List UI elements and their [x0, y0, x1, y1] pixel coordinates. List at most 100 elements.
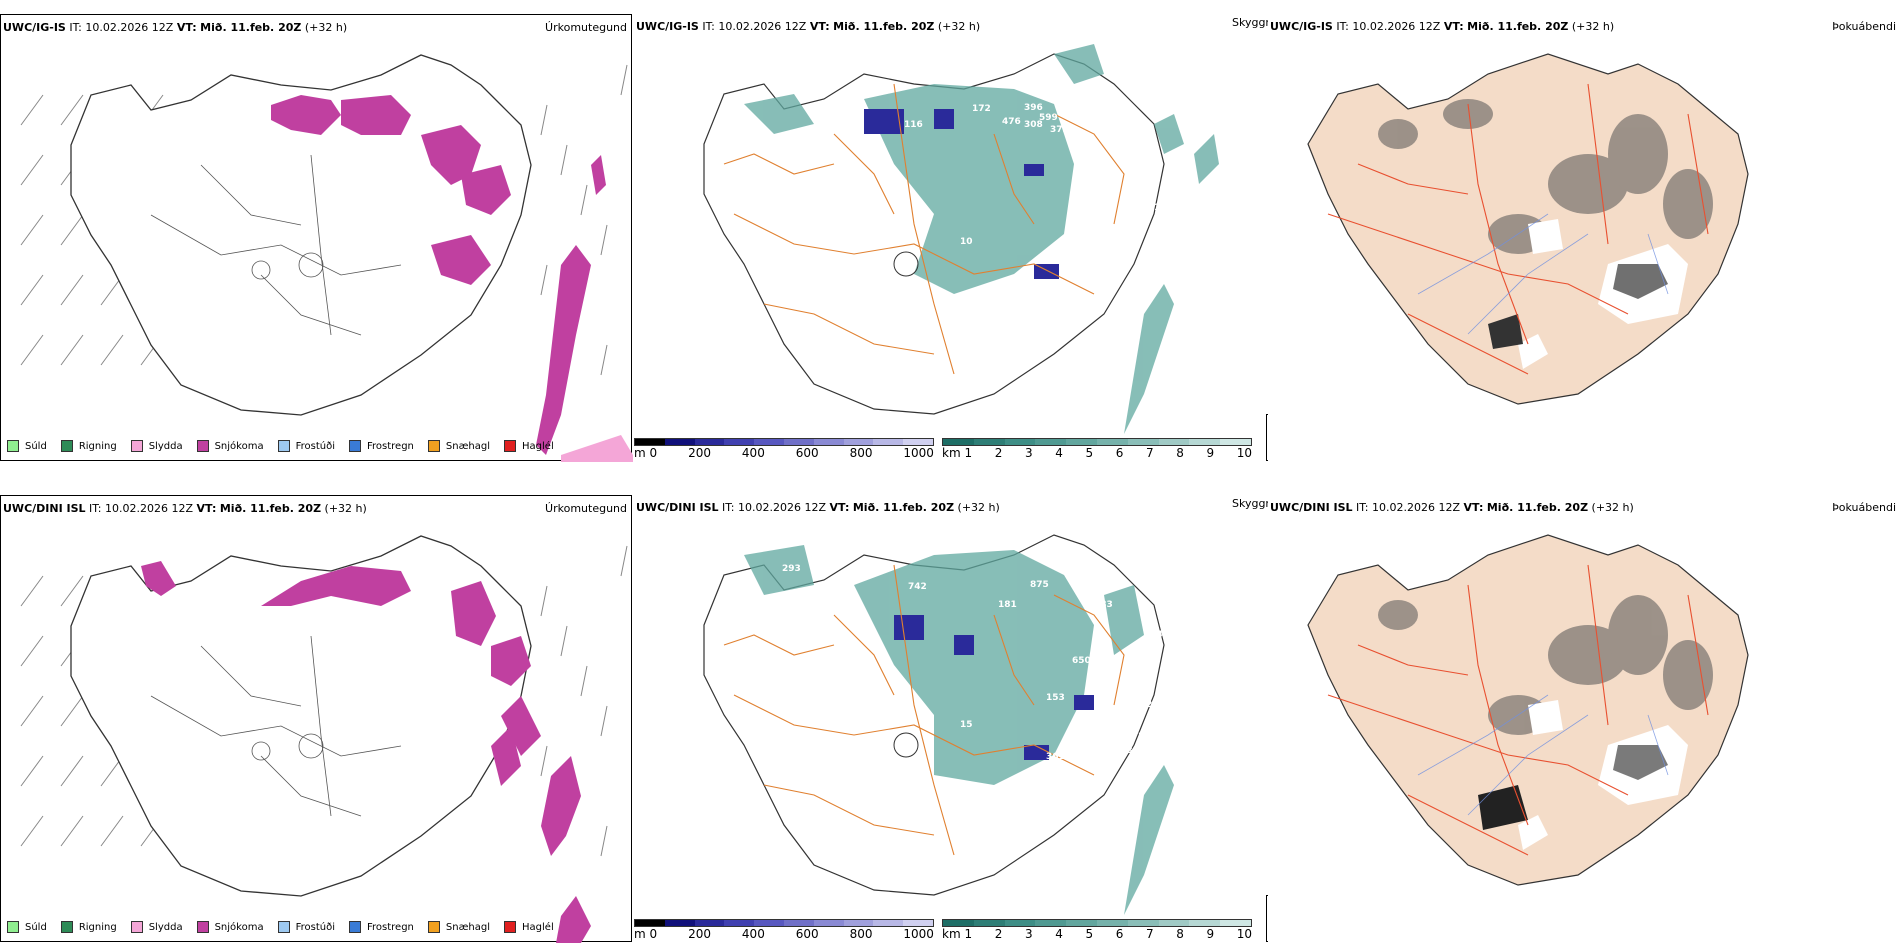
- fog-map-bottom: [1307, 534, 1749, 886]
- legend-swatch: [7, 921, 19, 933]
- svg-text:419: 419: [1062, 262, 1081, 272]
- panel-type-label: Þokuábendi: [1832, 20, 1896, 33]
- panel-title: UWC/DINI ISL IT: 10.02.2026 12Z VT: Mið.…: [3, 502, 367, 515]
- legend-swatch: [60, 440, 73, 452]
- legend-item-hagel: Haglél: [504, 440, 554, 452]
- svg-text:291: 291: [1110, 242, 1129, 252]
- panel-title: UWC/DINI ISL IT: 10.02.2026 12Z VT: Mið.…: [636, 501, 1000, 514]
- legend-swatch: [277, 921, 290, 933]
- svg-text:742: 742: [908, 582, 927, 592]
- legend-item-snjokoma: Snjókoma: [196, 440, 264, 452]
- height-scale: m 0 200 400 600 800 1000: [634, 919, 934, 941]
- fog-panel-bottom: UWC/DINI ISL IT: 10.02.2026 12Z VT: Mið.…: [1268, 495, 1900, 942]
- svg-text:599: 599: [1039, 113, 1058, 123]
- svg-text:361: 361: [1046, 752, 1065, 762]
- svg-text:283: 283: [1094, 600, 1113, 610]
- svg-text:300: 300: [1084, 212, 1103, 222]
- visibility-panel-bottom: 293 742 181 875 283 184 248 650 153 256 …: [634, 495, 1318, 942]
- legend-item-snjokoma: Snjókoma: [196, 921, 264, 933]
- precip-legend: Súld Rigning Slydda Snjókoma Frostúði Fr…: [7, 921, 568, 933]
- legend-item-snaehagl: Snæhagl: [427, 921, 490, 933]
- legend-swatch: [130, 440, 143, 452]
- visibility-colorbar: [942, 438, 1252, 446]
- svg-text:10: 10: [960, 237, 973, 247]
- visibility-scale-ticks: km 1 2 3 4 5 6 7 8 9 10: [942, 927, 1252, 941]
- svg-text:223: 223: [1084, 120, 1103, 130]
- svg-text:172: 172: [972, 104, 991, 114]
- svg-text:184: 184: [1144, 630, 1163, 640]
- panel-title: UWC/IG-IS IT: 10.02.2026 12Z VT: Mið. 11…: [1270, 20, 1615, 33]
- svg-text:476: 476: [1002, 117, 1021, 127]
- legend-swatch: [196, 921, 209, 933]
- visibility-scale: km 1 2 3 4 5 6 7 8 9 10: [942, 919, 1252, 941]
- legend-swatch: [349, 921, 361, 933]
- visibility-panel-top: 396 172 476 308 373 599 223 116 158 338 …: [634, 14, 1318, 461]
- panel-title: UWC/DINI ISL IT: 10.02.2026 12Z VT: Mið.…: [1270, 501, 1634, 514]
- svg-text:875: 875: [1030, 580, 1049, 590]
- svg-text:158: 158: [1124, 147, 1143, 157]
- svg-text:248: 248: [1130, 646, 1149, 656]
- svg-text:308: 308: [1024, 120, 1043, 130]
- panel-type-label: Úrkomutegund: [545, 21, 627, 34]
- legend-item-slydda: Slydda: [130, 440, 183, 452]
- legend-item-frostregn: Frostregn: [349, 440, 414, 452]
- svg-text:373: 373: [1050, 125, 1069, 135]
- legend-item-frostregn: Frostregn: [349, 921, 414, 933]
- visibility-scale-ticks: km 1 2 3 4 5 6 7 8 9 10: [942, 446, 1252, 460]
- fog-panel-top: UWC/IG-IS IT: 10.02.2026 12Z VT: Mið. 11…: [1268, 14, 1900, 461]
- svg-text:116: 116: [904, 120, 923, 130]
- panel-title: UWC/IG-IS IT: 10.02.2026 12Z VT: Mið. 11…: [3, 21, 348, 34]
- legend-swatch: [277, 440, 290, 452]
- legend-swatch: [196, 440, 209, 452]
- legend-item-snaehagl: Snæhagl: [427, 440, 490, 452]
- height-scale: m 0 200 400 600 800 1000: [634, 438, 934, 460]
- svg-text:181: 181: [998, 600, 1017, 610]
- svg-text:256: 256: [1146, 700, 1165, 710]
- legend-item-sudl: Súld: [7, 440, 47, 452]
- panel-type-label: Skyggni: [1232, 497, 1276, 510]
- svg-text:650: 650: [1072, 656, 1091, 666]
- legend-item-frostudi: Frostúði: [277, 921, 335, 933]
- svg-text:113: 113: [1114, 746, 1133, 756]
- svg-text:284: 284: [1106, 720, 1125, 730]
- legend-swatch: [349, 440, 361, 452]
- svg-text:191: 191: [1110, 262, 1129, 272]
- legend-swatch: [504, 440, 517, 452]
- visibility-map-bottom: 293 742 181 875 283 184 248 650 153 256 …: [703, 534, 1174, 915]
- precip-map-bottom: [20, 535, 628, 943]
- svg-text:153: 153: [1046, 693, 1065, 703]
- precip-legend: Súld Rigning Slydda Snjókoma Frostúði Fr…: [7, 440, 568, 452]
- height-scale-ticks: m 0 200 400 600 800 1000: [634, 446, 934, 460]
- precip-map-top: [20, 54, 633, 462]
- visibility-map-top: 396 172 476 308 373 599 223 116 158 338 …: [703, 44, 1219, 434]
- fog-map-top: [1307, 53, 1749, 405]
- snow-area: [271, 95, 606, 455]
- precip-type-panel-top: UWC/IG-IS IT: 10.02.2026 12Z VT: Mið. 11…: [0, 14, 633, 462]
- svg-text:293: 293: [782, 564, 801, 574]
- legend-item-sudl: Súld: [7, 921, 47, 933]
- precip-type-panel-bottom: UWC/DINI ISL IT: 10.02.2026 12Z VT: Mið.…: [0, 495, 632, 943]
- svg-text:296: 296: [1144, 252, 1163, 262]
- panel-type-label: Þokuábendi: [1832, 501, 1896, 514]
- panel-type-label: Úrkomutegund: [545, 502, 627, 515]
- visibility-colorbar: [942, 919, 1252, 927]
- legend-swatch: [504, 921, 517, 933]
- height-scale-ticks: m 0 200 400 600 800 1000: [634, 927, 934, 941]
- legend-swatch: [7, 440, 19, 452]
- svg-text:321: 321: [1138, 732, 1157, 742]
- iceland-outline: [70, 54, 532, 416]
- legend-swatch: [60, 921, 73, 933]
- height-colorbar: [634, 438, 934, 446]
- svg-text:15: 15: [960, 720, 973, 730]
- svg-text:396: 396: [1024, 103, 1043, 113]
- panel-title: UWC/IG-IS IT: 10.02.2026 12Z VT: Mið. 11…: [636, 20, 981, 33]
- svg-text:199: 199: [1154, 203, 1173, 213]
- legend-swatch: [427, 921, 440, 933]
- svg-text:338: 338: [1096, 193, 1115, 203]
- legend-item-slydda: Slydda: [130, 921, 183, 933]
- legend-item-hagel: Haglél: [504, 921, 554, 933]
- legend-item-frostudi: Frostúði: [277, 440, 335, 452]
- legend-swatch: [427, 440, 440, 452]
- legend-item-rigning: Rigning: [60, 440, 117, 452]
- legend-swatch: [130, 921, 143, 933]
